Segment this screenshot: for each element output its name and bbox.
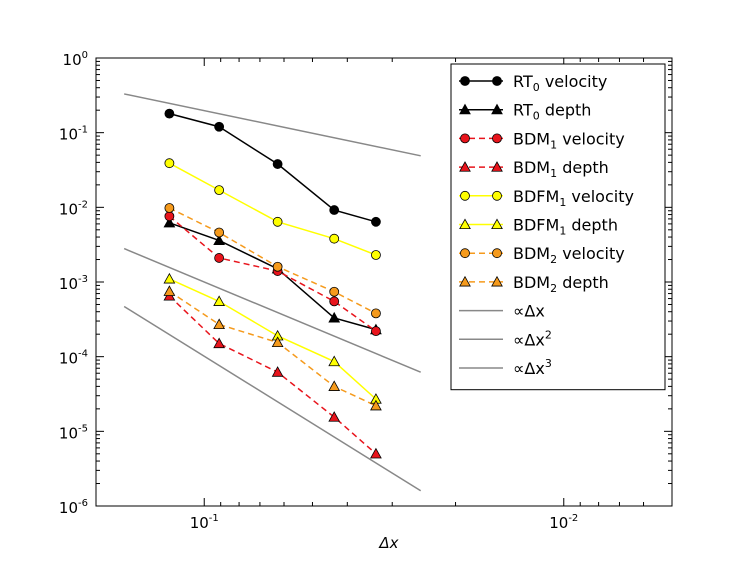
series-1-point-3: [272, 159, 283, 169]
legend-label-7: BDM2 velocity: [513, 244, 625, 266]
axis-ticks: [95, 57, 673, 507]
series-7-point-1: [164, 203, 175, 213]
series-4-point-2: [213, 337, 226, 349]
series-7-point-5: [371, 308, 381, 319]
series-2-point-4: [328, 311, 341, 323]
legend-marker-6b: [491, 218, 503, 230]
legend-label-10: ∝Δx2: [513, 328, 552, 349]
series-8-point-3: [271, 336, 284, 348]
legend-label-9: ∝Δx: [513, 302, 545, 321]
legend-label-8: BDM2 depth: [513, 273, 609, 295]
series-1-point-2: [214, 121, 225, 132]
series-3-point-1: [164, 211, 175, 222]
series-markers: [163, 108, 382, 459]
y-tick-label-7: 10-6: [59, 498, 88, 517]
y-tick-label-3: 10-2: [59, 199, 88, 218]
legend-marker-2b: [491, 103, 503, 115]
y-tick-label-6: 10-5: [59, 423, 88, 442]
legend-label-5: BDFM1 velocity: [513, 187, 634, 209]
series-line-5: [169, 162, 377, 256]
legend-marker-5a: [460, 190, 470, 201]
series-3-point-2: [214, 253, 225, 263]
reference-lines: [123, 93, 422, 492]
legend-marker-2a: [459, 103, 471, 115]
reference-line-1: [124, 93, 421, 157]
legend-label-2: RT0 depth: [513, 101, 591, 123]
x-tick-label-2: 10-2: [549, 513, 578, 532]
legend: RT0 velocity RT0 depth BDM1 velocity BDM1 d…: [450, 63, 666, 391]
series-7-point-4: [329, 286, 340, 297]
x-tick-label-1: 10-1: [190, 513, 219, 532]
series-8-point-4: [328, 380, 341, 391]
reference-line-3: [123, 305, 422, 492]
series-1-point-4: [329, 205, 340, 215]
axis-tick-labels: 100 10-1 10-2 10-3 10-4 10-5 10-6 10-1 10-2: [59, 50, 578, 532]
series-7-point-3: [272, 261, 283, 272]
legend-marker-8a: [459, 275, 471, 287]
legend-marker-8b: [491, 275, 503, 287]
x-axis-label: Δx: [378, 534, 398, 552]
series-2-point-1: [163, 216, 176, 228]
y-tick-label-2: 10-1: [59, 125, 88, 144]
series-8-point-5: [370, 399, 382, 411]
series-4-point-5: [370, 447, 382, 459]
legend-marker-3b: [492, 133, 502, 144]
series-5-point-1: [164, 158, 175, 169]
series-8-point-1: [163, 285, 176, 296]
series-line-4: [168, 295, 377, 455]
series-4-point-3: [271, 366, 284, 377]
legend-marker-6a: [459, 218, 471, 230]
series-7-point-2: [214, 227, 225, 238]
legend-marker-5b: [492, 190, 502, 201]
series-line-7: [169, 207, 377, 315]
series-5-point-4: [329, 233, 340, 244]
series-line-1: [169, 112, 377, 223]
legend-label-1: RT0 velocity: [513, 72, 607, 94]
series-5-point-2: [214, 185, 225, 196]
series-1-point-5: [371, 216, 381, 227]
y-tick-label-4: 10-3: [59, 274, 88, 293]
series-8-point-2: [213, 318, 226, 330]
legend-label-11: ∝Δx3: [513, 357, 552, 378]
legend-marker-4b: [491, 161, 503, 172]
series-5-point-3: [272, 216, 283, 227]
legend-marker-1a: [460, 76, 470, 86]
legend-label-6: BDFM1 depth: [513, 216, 618, 238]
legend-marker-4a: [459, 161, 471, 172]
legend-marker-3a: [460, 133, 470, 144]
series-2-point-2: [213, 234, 226, 246]
series-1-point-1: [164, 108, 175, 119]
legend-marker-1b: [492, 76, 502, 86]
series-line-2: [169, 222, 377, 331]
legend-marker-7a: [460, 248, 470, 259]
series-6-point-2: [213, 295, 226, 306]
series-5-point-5: [371, 250, 381, 260]
legend-marker-7b: [492, 248, 502, 259]
y-tick-label-1: 100: [63, 50, 88, 69]
series-3-point-4: [329, 296, 340, 307]
legend-label-3: BDM1 velocity: [513, 129, 625, 151]
series-lines: [168, 112, 377, 455]
series-6-point-1: [163, 272, 176, 284]
series-4-point-4: [328, 411, 341, 422]
legend-box: [450, 63, 666, 391]
reference-line-2: [123, 247, 421, 373]
series-3-point-5: [371, 326, 381, 336]
y-tick-label-5: 10-4: [59, 349, 88, 368]
series-6-point-4: [328, 355, 341, 367]
legend-label-4: BDM1 depth: [513, 158, 609, 180]
